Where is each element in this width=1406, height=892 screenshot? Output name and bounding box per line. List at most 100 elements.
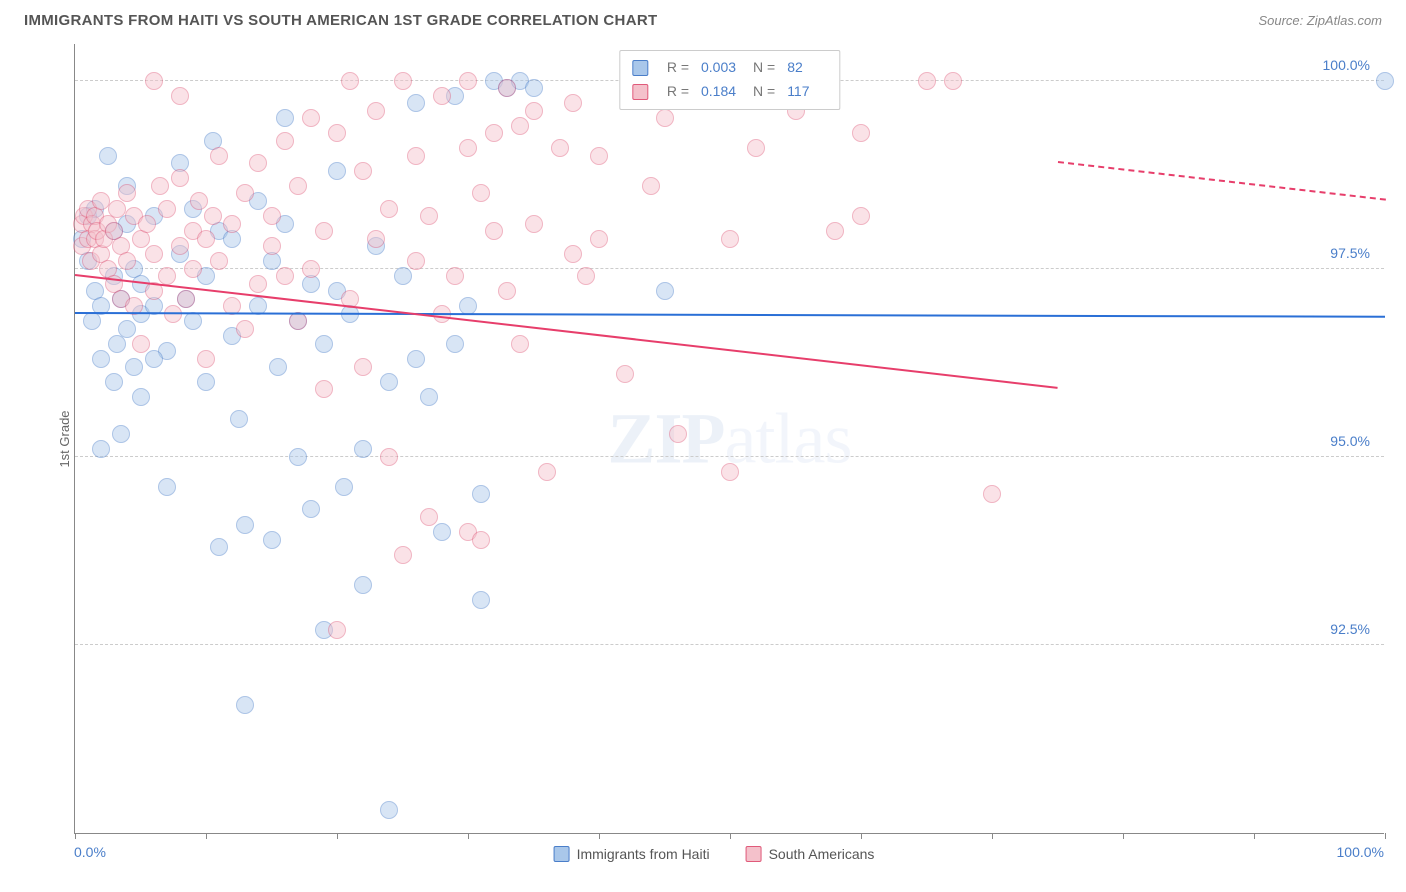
data-point-haiti <box>380 373 398 391</box>
data-point-sa <box>669 425 687 443</box>
x-axis-tick <box>468 833 469 839</box>
chart-title: IMMIGRANTS FROM HAITI VS SOUTH AMERICAN … <box>24 12 657 29</box>
data-point-sa <box>852 207 870 225</box>
data-point-sa <box>420 207 438 225</box>
y-axis-tick-label: 100.0% <box>1319 57 1374 73</box>
data-point-sa <box>472 531 490 549</box>
data-point-sa <box>747 139 765 157</box>
x-axis-tick <box>1123 833 1124 839</box>
data-point-haiti <box>407 350 425 368</box>
legend-swatch <box>554 846 570 862</box>
data-point-sa <box>158 267 176 285</box>
watermark-bold: ZIP <box>608 398 725 478</box>
data-point-sa <box>118 252 136 270</box>
data-point-haiti <box>269 358 287 376</box>
data-point-sa <box>138 215 156 233</box>
data-point-haiti <box>210 538 228 556</box>
data-point-haiti <box>132 388 150 406</box>
stat-label-r: R = <box>667 56 689 80</box>
data-point-haiti <box>108 335 126 353</box>
stat-value-n: 117 <box>787 80 827 104</box>
data-point-sa <box>564 245 582 263</box>
data-point-sa <box>944 72 962 90</box>
data-point-sa <box>276 267 294 285</box>
data-point-sa <box>538 463 556 481</box>
data-point-sa <box>420 508 438 526</box>
data-point-sa <box>171 87 189 105</box>
y-axis-tick-label: 95.0% <box>1326 433 1374 449</box>
stat-label-n: N = <box>753 56 775 80</box>
y-axis-tick-label: 97.5% <box>1326 245 1374 261</box>
data-point-sa <box>551 139 569 157</box>
data-point-sa <box>721 230 739 248</box>
data-point-sa <box>354 358 372 376</box>
data-point-sa <box>616 365 634 383</box>
data-point-haiti <box>472 485 490 503</box>
data-point-haiti <box>158 478 176 496</box>
data-point-sa <box>302 109 320 127</box>
legend-item: Immigrants from Haiti <box>554 846 710 862</box>
y-axis-title: 1st Grade <box>57 410 72 467</box>
data-point-sa <box>525 215 543 233</box>
data-point-haiti <box>472 591 490 609</box>
data-point-sa <box>511 335 529 353</box>
data-point-sa <box>210 252 228 270</box>
grid-line <box>75 456 1384 457</box>
data-point-sa <box>394 72 412 90</box>
data-point-haiti <box>105 373 123 391</box>
data-point-haiti <box>118 320 136 338</box>
data-point-haiti <box>407 94 425 112</box>
data-point-sa <box>394 546 412 564</box>
x-axis-tick <box>599 833 600 839</box>
data-point-sa <box>642 177 660 195</box>
data-point-sa <box>459 139 477 157</box>
data-point-haiti <box>289 448 307 466</box>
data-point-sa <box>380 448 398 466</box>
data-point-sa <box>511 117 529 135</box>
stat-value-r: 0.003 <box>701 56 741 80</box>
data-point-sa <box>852 124 870 142</box>
data-point-sa <box>223 215 241 233</box>
data-point-sa <box>249 154 267 172</box>
data-point-sa <box>498 282 516 300</box>
plot-area: ZIPatlas R =0.003N =82R =0.184N =117 92.… <box>74 44 1384 834</box>
data-point-haiti <box>315 335 333 353</box>
data-point-haiti <box>380 801 398 819</box>
data-point-haiti <box>525 79 543 97</box>
stats-legend-row: R =0.003N =82 <box>632 56 827 80</box>
stat-label-n: N = <box>753 80 775 104</box>
data-point-sa <box>459 72 477 90</box>
data-point-sa <box>918 72 936 90</box>
data-point-sa <box>590 147 608 165</box>
data-point-haiti <box>433 523 451 541</box>
stats-legend-row: R =0.184N =117 <box>632 80 827 104</box>
data-point-sa <box>315 380 333 398</box>
x-axis-tick <box>730 833 731 839</box>
legend-swatch <box>746 846 762 862</box>
data-point-sa <box>118 184 136 202</box>
data-point-sa <box>289 177 307 195</box>
data-point-haiti <box>236 516 254 534</box>
legend-item: South Americans <box>746 846 875 862</box>
chart-header: IMMIGRANTS FROM HAITI VS SOUTH AMERICAN … <box>0 0 1406 35</box>
data-point-sa <box>204 207 222 225</box>
data-point-sa <box>108 200 126 218</box>
data-point-haiti <box>236 696 254 714</box>
data-point-haiti <box>125 358 143 376</box>
data-point-sa <box>145 245 163 263</box>
data-point-haiti <box>394 267 412 285</box>
y-axis-tick-label: 92.5% <box>1326 621 1374 637</box>
trend-line <box>75 274 1058 389</box>
data-point-sa <box>197 350 215 368</box>
data-point-sa <box>249 275 267 293</box>
legend-swatch <box>632 84 648 100</box>
data-point-haiti <box>1376 72 1394 90</box>
data-point-sa <box>407 252 425 270</box>
data-point-haiti <box>328 162 346 180</box>
data-point-haiti <box>145 350 163 368</box>
x-axis-tick <box>337 833 338 839</box>
data-point-sa <box>354 162 372 180</box>
data-point-sa <box>184 260 202 278</box>
data-point-sa <box>564 94 582 112</box>
x-axis-tick <box>992 833 993 839</box>
